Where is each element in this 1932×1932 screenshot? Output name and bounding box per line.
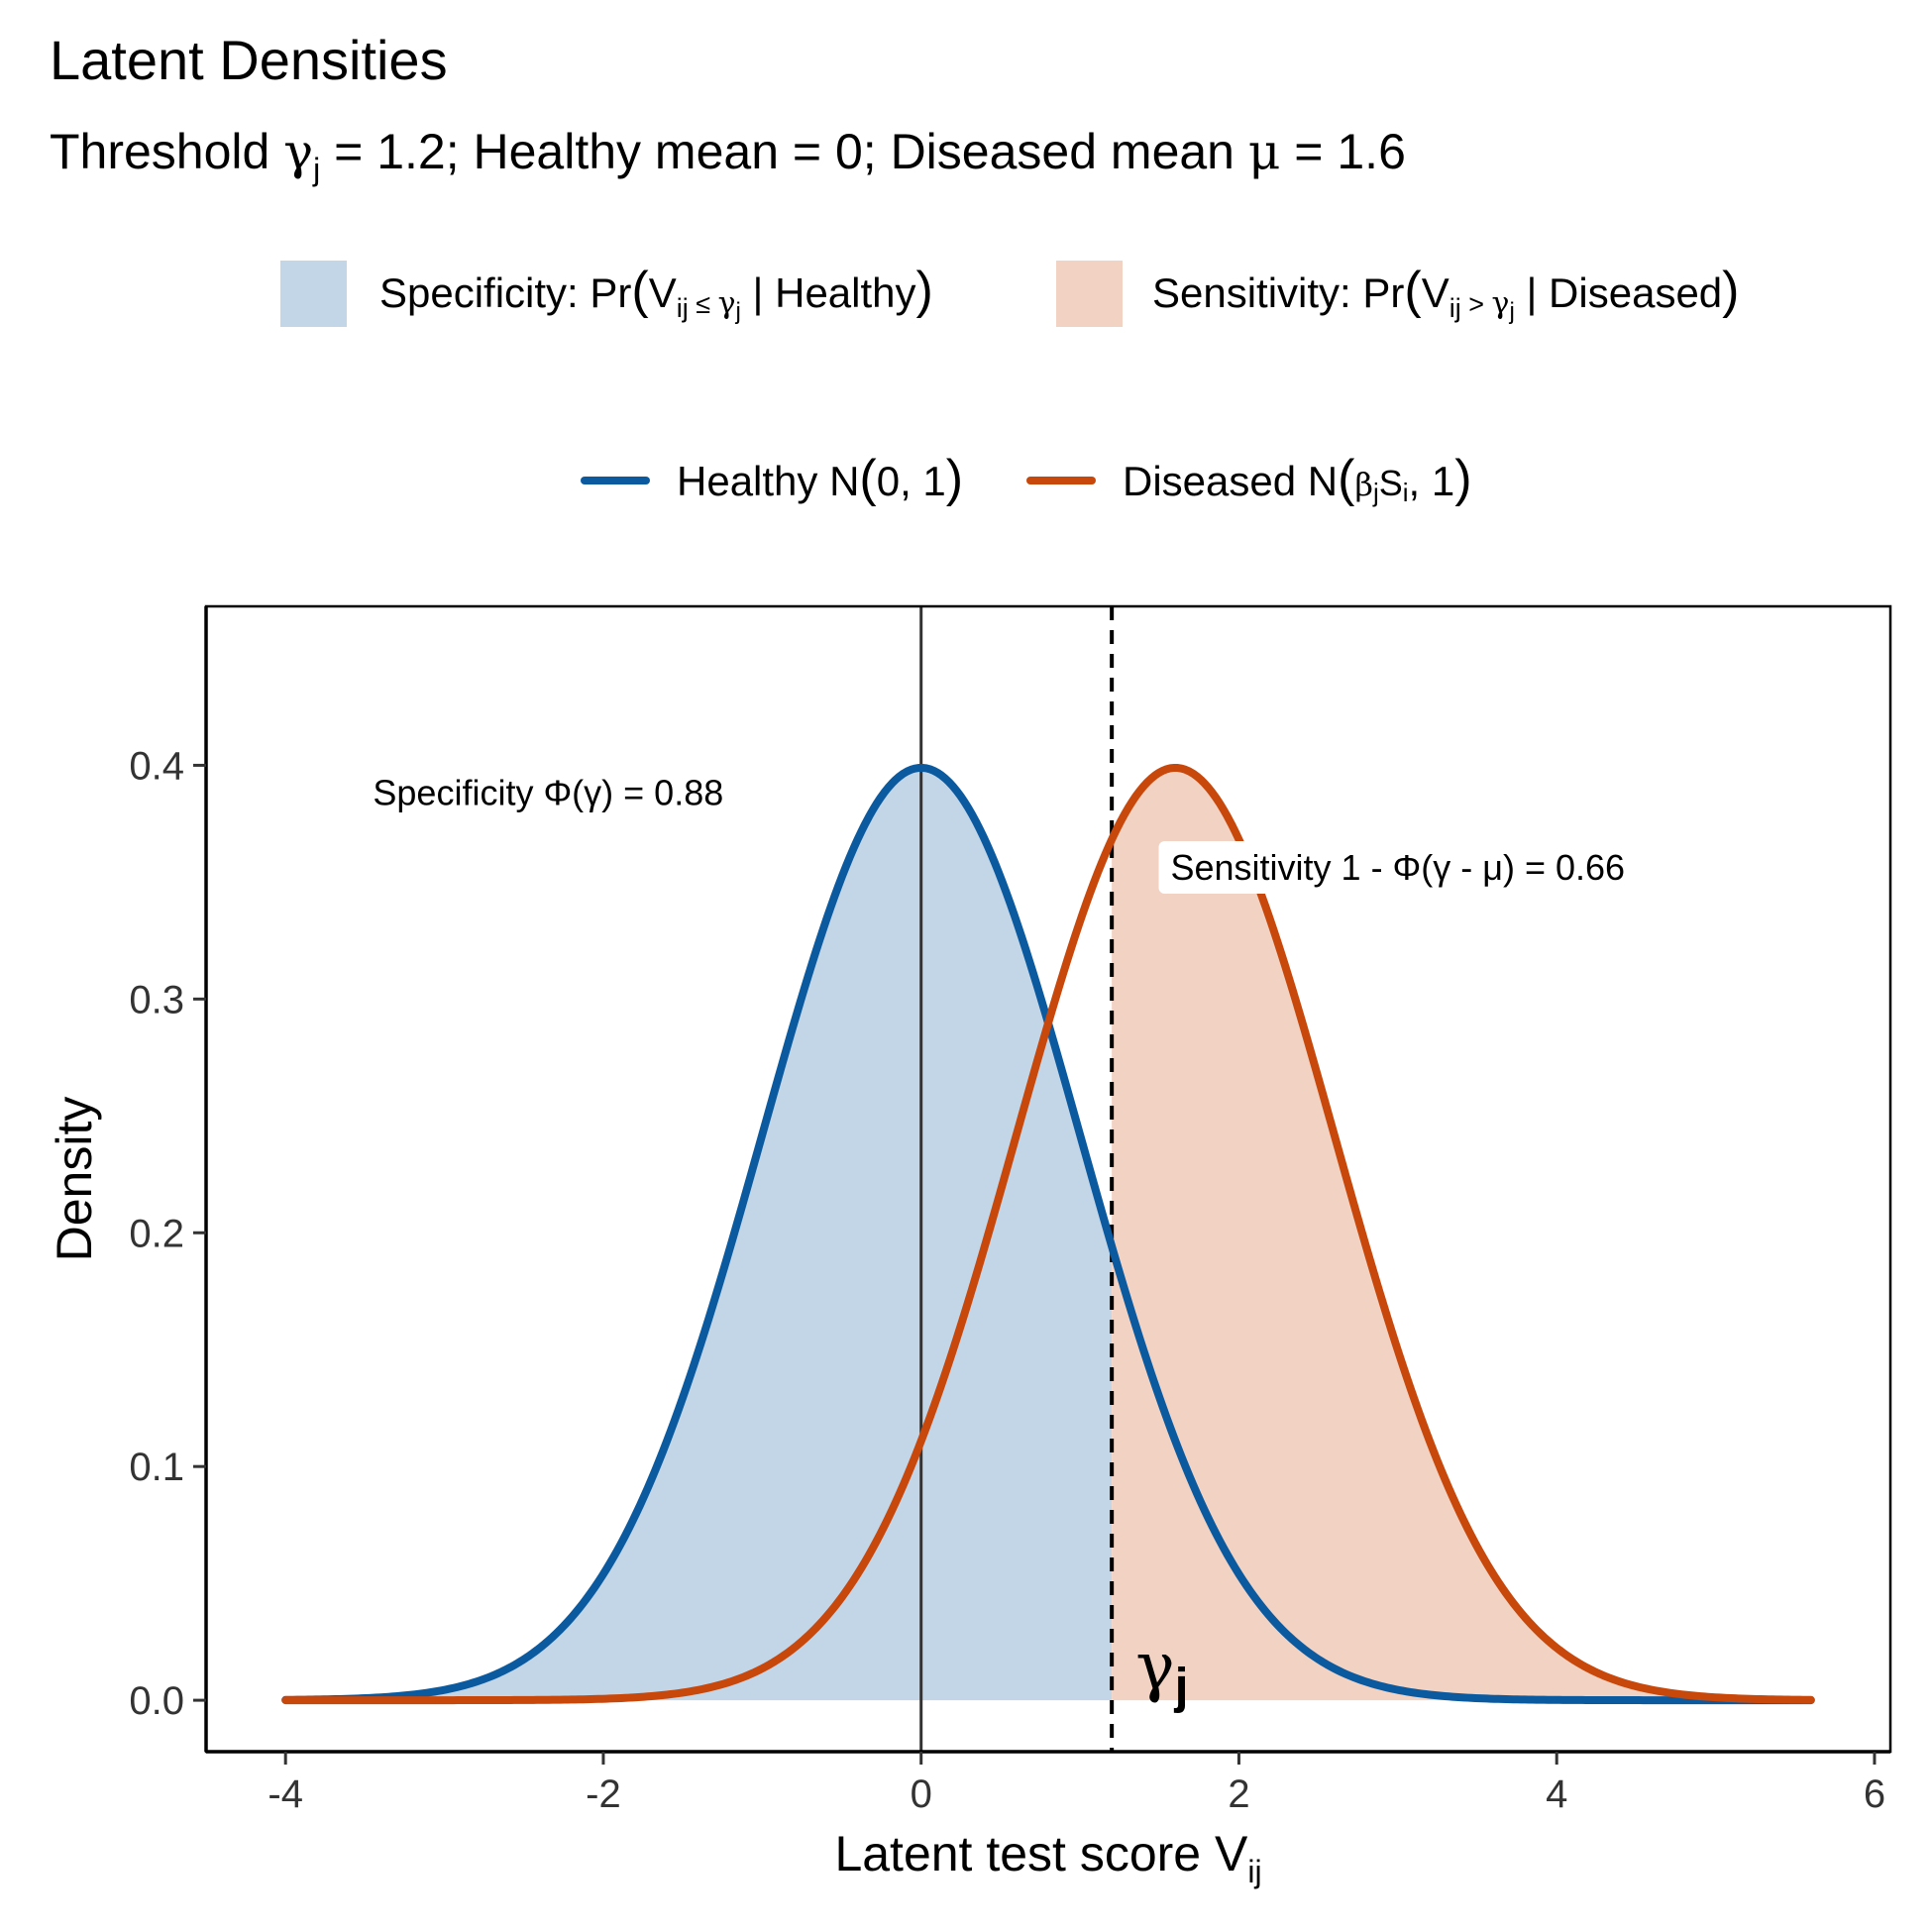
- diseased-density-line: [281, 763, 1815, 1705]
- subtitle-prefix: Threshold: [50, 124, 283, 179]
- chart-subtitle: Threshold γj = 1.2; Healthy mean = 0; Di…: [50, 123, 1406, 187]
- plot-area: Specificity Φ(γ) = 0.88 Sensitivity 1 - …: [129, 604, 1892, 1816]
- x-tick-label: -2: [586, 1772, 621, 1816]
- x-tick-label: 6: [1864, 1772, 1885, 1816]
- x-tick-label: -4: [268, 1772, 303, 1816]
- sensitivity-annotation-background: [1158, 841, 1638, 895]
- legend-key-specificity: [280, 261, 347, 327]
- specificity-annotation-background: [361, 766, 736, 819]
- legend-label-sensitivity: Sensitivity: Pr(Vij > γj | Diseased): [1152, 262, 1739, 325]
- subtitle-rest1: = 1.2; Healthy mean = 0; Diseased mean: [320, 124, 1248, 179]
- subtitle-mu: μ: [1248, 123, 1281, 180]
- y-tick-label: 0.3: [129, 978, 184, 1021]
- legend-label-diseased: Diseased N(βjSi, 1): [1123, 450, 1472, 507]
- x-tick-label: 4: [1546, 1772, 1567, 1816]
- subtitle-rest2: = 1.6: [1280, 124, 1406, 179]
- y-tick-label: 0.4: [129, 744, 184, 788]
- legend-label-healthy: Healthy N(0, 1): [677, 450, 963, 507]
- sensitivity-annotation: Sensitivity 1 - Φ(γ - μ) = 0.66: [1170, 847, 1625, 888]
- y-axis-ticks: 0.0 0.1 0.2 0.3 0.4: [129, 744, 206, 1723]
- x-tick-label: 2: [1228, 1772, 1249, 1816]
- threshold-gamma-label: γj: [1135, 1628, 1188, 1713]
- chart-title: Latent Densities: [50, 29, 448, 91]
- legend-key-sensitivity: [1056, 261, 1123, 327]
- y-tick-label: 0.2: [129, 1212, 184, 1255]
- subtitle-gamma: γ: [283, 123, 313, 180]
- specificity-area: [285, 767, 1113, 1701]
- y-axis-title: Density: [47, 1097, 102, 1262]
- line-legend: Healthy N(0, 1) Diseased N(βjSi, 1): [581, 450, 1472, 507]
- subtitle-gamma-subscript: j: [312, 152, 320, 187]
- legend-label-specificity: Specificity: Pr(Vij ≤ γj | Healthy): [379, 262, 933, 325]
- y-tick-label: 0.1: [129, 1446, 184, 1489]
- x-tick-label: 0: [911, 1772, 932, 1816]
- specificity-annotation: Specificity Φ(γ) = 0.88: [373, 773, 723, 813]
- y-tick-label: 0.0: [129, 1679, 184, 1723]
- fill-legend: Specificity: Pr(Vij ≤ γj | Healthy) Sens…: [280, 261, 1739, 327]
- sensitivity-area: [1112, 767, 1811, 1701]
- x-axis-title: Latent test score Vij: [834, 1826, 1261, 1889]
- x-axis-ticks: -4 -2 0 2 4 6: [268, 1752, 1885, 1816]
